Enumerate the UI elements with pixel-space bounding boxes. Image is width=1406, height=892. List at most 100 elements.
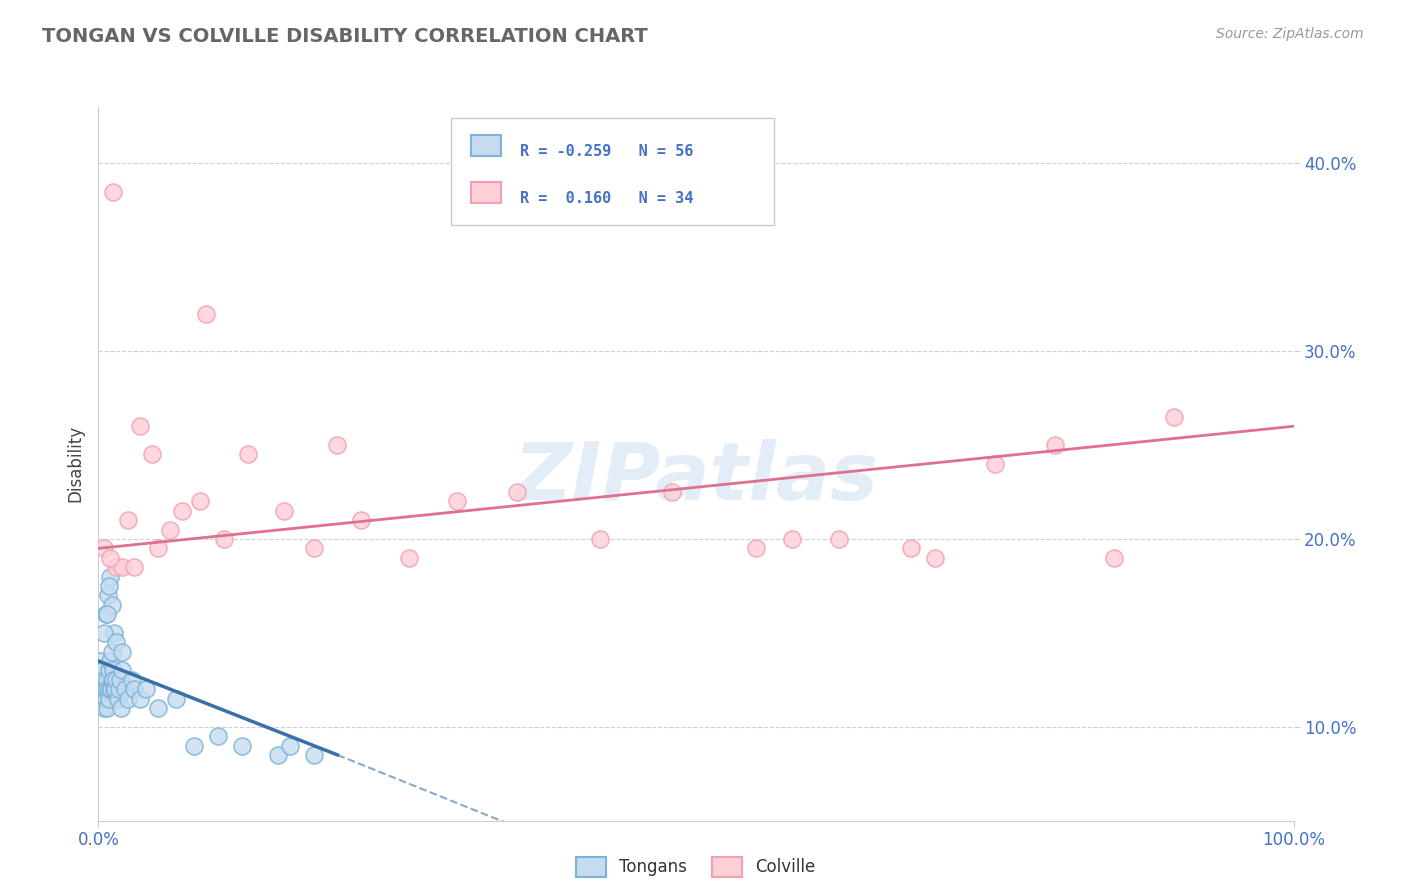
Point [326,438,349,452]
Point [188,494,211,508]
Point [828,532,851,546]
Point [165,691,187,706]
Point [114,682,136,697]
Point [98,654,122,668]
Point [96,682,118,697]
Point [924,550,946,565]
Point [110,701,132,715]
Point [97,682,120,697]
Y-axis label: Disability: Disability [66,425,84,502]
Point [273,504,295,518]
Point [105,673,128,687]
Point [90,691,112,706]
Legend: Tongans, Colville: Tongans, Colville [569,850,823,884]
Point [93,625,115,640]
Point [983,457,1005,471]
Point [148,541,170,556]
Point [135,682,157,697]
Point [745,541,768,556]
Point [589,532,612,546]
Point [121,673,143,687]
Point [506,485,529,500]
Point [780,532,803,546]
FancyBboxPatch shape [471,182,501,203]
FancyBboxPatch shape [471,135,501,156]
Point [302,747,325,762]
Point [91,682,114,697]
Point [90,664,112,678]
Point [129,691,152,706]
Point [101,185,124,199]
Point [111,560,134,574]
Point [98,682,121,697]
Point [129,419,152,434]
Point [94,607,117,621]
Point [108,673,131,687]
Point [100,682,122,697]
Point [148,701,170,715]
Point [91,673,114,687]
Point [100,598,122,612]
Point [124,682,146,697]
Point [267,747,290,762]
Point [89,682,111,697]
Point [350,513,373,527]
Text: TONGAN VS COLVILLE DISABILITY CORRELATION CHART: TONGAN VS COLVILLE DISABILITY CORRELATIO… [42,27,648,45]
Point [194,307,217,321]
Point [98,550,122,565]
Point [93,701,115,715]
Point [236,447,259,461]
Point [93,541,115,556]
Point [107,682,129,697]
Point [103,682,125,697]
Point [398,550,420,565]
Point [1163,409,1185,424]
Point [302,541,325,556]
Point [103,625,125,640]
Point [96,701,118,715]
Point [111,664,134,678]
Point [446,494,468,508]
Point [231,739,253,753]
Point [94,682,117,697]
Point [900,541,922,556]
Point [117,513,139,527]
Point [172,504,194,518]
Point [96,607,118,621]
Point [100,645,122,659]
Point [103,673,125,687]
Point [661,485,683,500]
Text: Source: ZipAtlas.com: Source: ZipAtlas.com [1216,27,1364,41]
Point [104,682,127,697]
Point [111,645,134,659]
Text: R =  0.160   N = 34: R = 0.160 N = 34 [520,192,693,206]
Point [98,691,121,706]
Point [107,691,129,706]
Point [101,664,124,678]
Point [1102,550,1125,565]
Point [93,673,115,687]
Text: R = -0.259   N = 56: R = -0.259 N = 56 [520,145,693,160]
Point [141,447,163,461]
Point [212,532,235,546]
Point [159,523,181,537]
Point [97,664,120,678]
Point [1043,438,1066,452]
Point [105,635,128,649]
Point [183,739,205,753]
Point [105,560,128,574]
Point [278,739,301,753]
Point [91,664,114,678]
FancyBboxPatch shape [451,118,773,225]
Point [101,673,124,687]
Text: ZIPatlas: ZIPatlas [513,439,879,517]
Point [97,588,120,602]
Point [89,654,111,668]
Point [94,691,117,706]
Point [98,569,122,583]
Point [98,579,121,593]
Point [124,560,146,574]
Point [117,691,139,706]
Point [207,729,229,743]
Point [96,673,118,687]
